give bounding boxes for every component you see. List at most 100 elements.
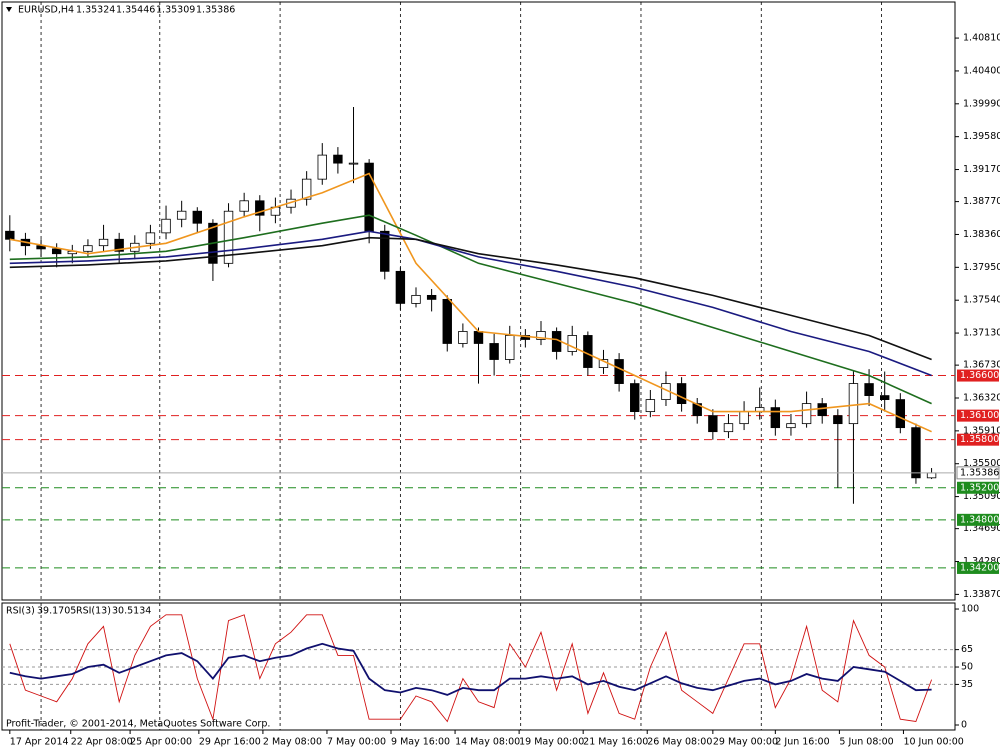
x-tick-label: 29 Apr 16:00: [199, 737, 261, 748]
candle-body: [411, 294, 421, 304]
candle-body: [176, 210, 187, 220]
candle-body: [458, 331, 468, 344]
x-tick-label: 19 May 00:00: [519, 737, 584, 748]
x-tick-label: 25 Apr 00:00: [130, 737, 192, 748]
candle-body: [239, 200, 249, 212]
candle-body: [833, 415, 843, 425]
x-tick-label: 29 May 00:00: [713, 737, 778, 748]
level-label: 1.34200: [960, 562, 999, 573]
level-label-box: [957, 481, 999, 494]
price-panel: [1, 1, 956, 601]
candle-body: [817, 403, 827, 417]
candle-body: [739, 411, 749, 425]
y-tick-label: 1.35500: [963, 458, 1000, 469]
candle-body: [926, 472, 937, 479]
candle-body: [145, 232, 156, 244]
x-tick-label: 21 May 16:00: [583, 737, 648, 748]
candle-body: [51, 248, 62, 255]
y-tick-label: 1.39170: [963, 164, 1000, 175]
header-open: 1.35324: [76, 5, 115, 16]
moving-average: [9, 230, 932, 377]
rsi-tick-label: 65: [961, 644, 973, 655]
menu-arrow: [6, 7, 12, 12]
candle-body: [630, 383, 640, 413]
rsi-tick-label: 100: [961, 604, 979, 615]
rsi-tick-label: 35: [961, 679, 973, 690]
candle-body: [567, 335, 577, 352]
rsi3-value: 39.1705: [37, 606, 76, 617]
level-label: 1.36100: [960, 410, 999, 421]
header-close: 1.35386: [196, 5, 235, 16]
candle-body: [192, 210, 202, 224]
moving-average: [9, 236, 932, 361]
candle-body: [583, 335, 593, 368]
level-label: 1.36600: [960, 370, 999, 381]
x-tick-label: 5 Jun 08:00: [839, 737, 893, 748]
candle-body: [645, 399, 656, 413]
rsi-line: [9, 642, 932, 696]
candle-body: [864, 383, 874, 396]
candle-body: [536, 331, 546, 340]
x-tick-label: 26 May 08:00: [647, 737, 712, 748]
current-price-label: 1.35386: [960, 467, 999, 478]
y-tick-label: 1.39580: [963, 131, 1000, 142]
candle-body: [614, 359, 624, 384]
y-tick-label: 1.40810: [963, 33, 1000, 44]
candle-body: [473, 331, 484, 344]
x-tick-label: 10 Jun 00:00: [903, 737, 963, 748]
candle-body: [708, 415, 718, 433]
y-tick-label: 1.39990: [963, 98, 1000, 109]
y-tick-label: 1.35910: [963, 425, 1000, 436]
level-label: 1.35800: [960, 434, 999, 445]
candle-body: [723, 423, 734, 433]
y-tick-label: 1.36730: [963, 360, 1000, 371]
y-tick-label: 1.37950: [963, 262, 1000, 273]
candle-body: [848, 383, 859, 425]
header: EURUSD,H4 1.35324 1.35446 1.35309 1.3538…: [18, 5, 235, 16]
candle-body: [223, 210, 234, 264]
y-tick-label: 1.36320: [963, 392, 1000, 403]
candle-body: [911, 427, 921, 479]
moving-average: [9, 214, 932, 405]
y-tick-label: 1.33870: [963, 589, 1000, 600]
candle-body: [380, 230, 390, 272]
header-low: 1.35309: [156, 5, 195, 16]
x-tick-label: 2 Jun 16:00: [775, 737, 829, 748]
y-tick-label: 1.37540: [963, 295, 1000, 306]
candle-body: [333, 154, 343, 164]
rsi-tick-label: 0: [961, 720, 967, 731]
candle-body: [489, 343, 499, 360]
copyright: Profit-Trader, © 2001-2014, MetaQuotes S…: [6, 719, 270, 730]
rsi-line: [9, 614, 933, 723]
candle-body: [83, 245, 93, 252]
candle-body: [770, 407, 781, 429]
level-label-box: [957, 433, 999, 446]
candle-body: [114, 238, 124, 252]
level-label-box: [957, 369, 999, 382]
y-tick-label: 1.34690: [963, 523, 1000, 534]
y-tick-label: 1.38360: [963, 229, 1000, 240]
symbol: EURUSD,H4: [18, 5, 74, 16]
header-high: 1.35446: [116, 5, 155, 16]
candle-body: [5, 230, 15, 240]
x-tick-label: 17 Apr 2014: [10, 737, 69, 748]
level-label: 1.34800: [960, 514, 999, 525]
candle-body: [801, 403, 812, 425]
candle-body: [348, 162, 359, 165]
y-tick-label: 1.38770: [963, 196, 1000, 207]
candle-body: [895, 399, 906, 429]
candle-body: [317, 154, 327, 180]
y-tick-label: 1.34280: [963, 556, 1000, 567]
y-tick-label: 1.40400: [963, 65, 1000, 76]
y-tick-label: 1.37130: [963, 328, 1000, 339]
x-tick-label: 22 Apr 08:00: [71, 737, 133, 748]
candle-body: [255, 200, 265, 216]
level-label-box: [957, 409, 999, 422]
candle-body: [301, 178, 312, 200]
rsi13-value: 30.5134: [112, 606, 151, 617]
level-label-box: [957, 513, 999, 526]
rsi3-name: RSI(3): [6, 606, 35, 617]
candle-body: [676, 383, 687, 405]
moving-average: [9, 172, 932, 433]
